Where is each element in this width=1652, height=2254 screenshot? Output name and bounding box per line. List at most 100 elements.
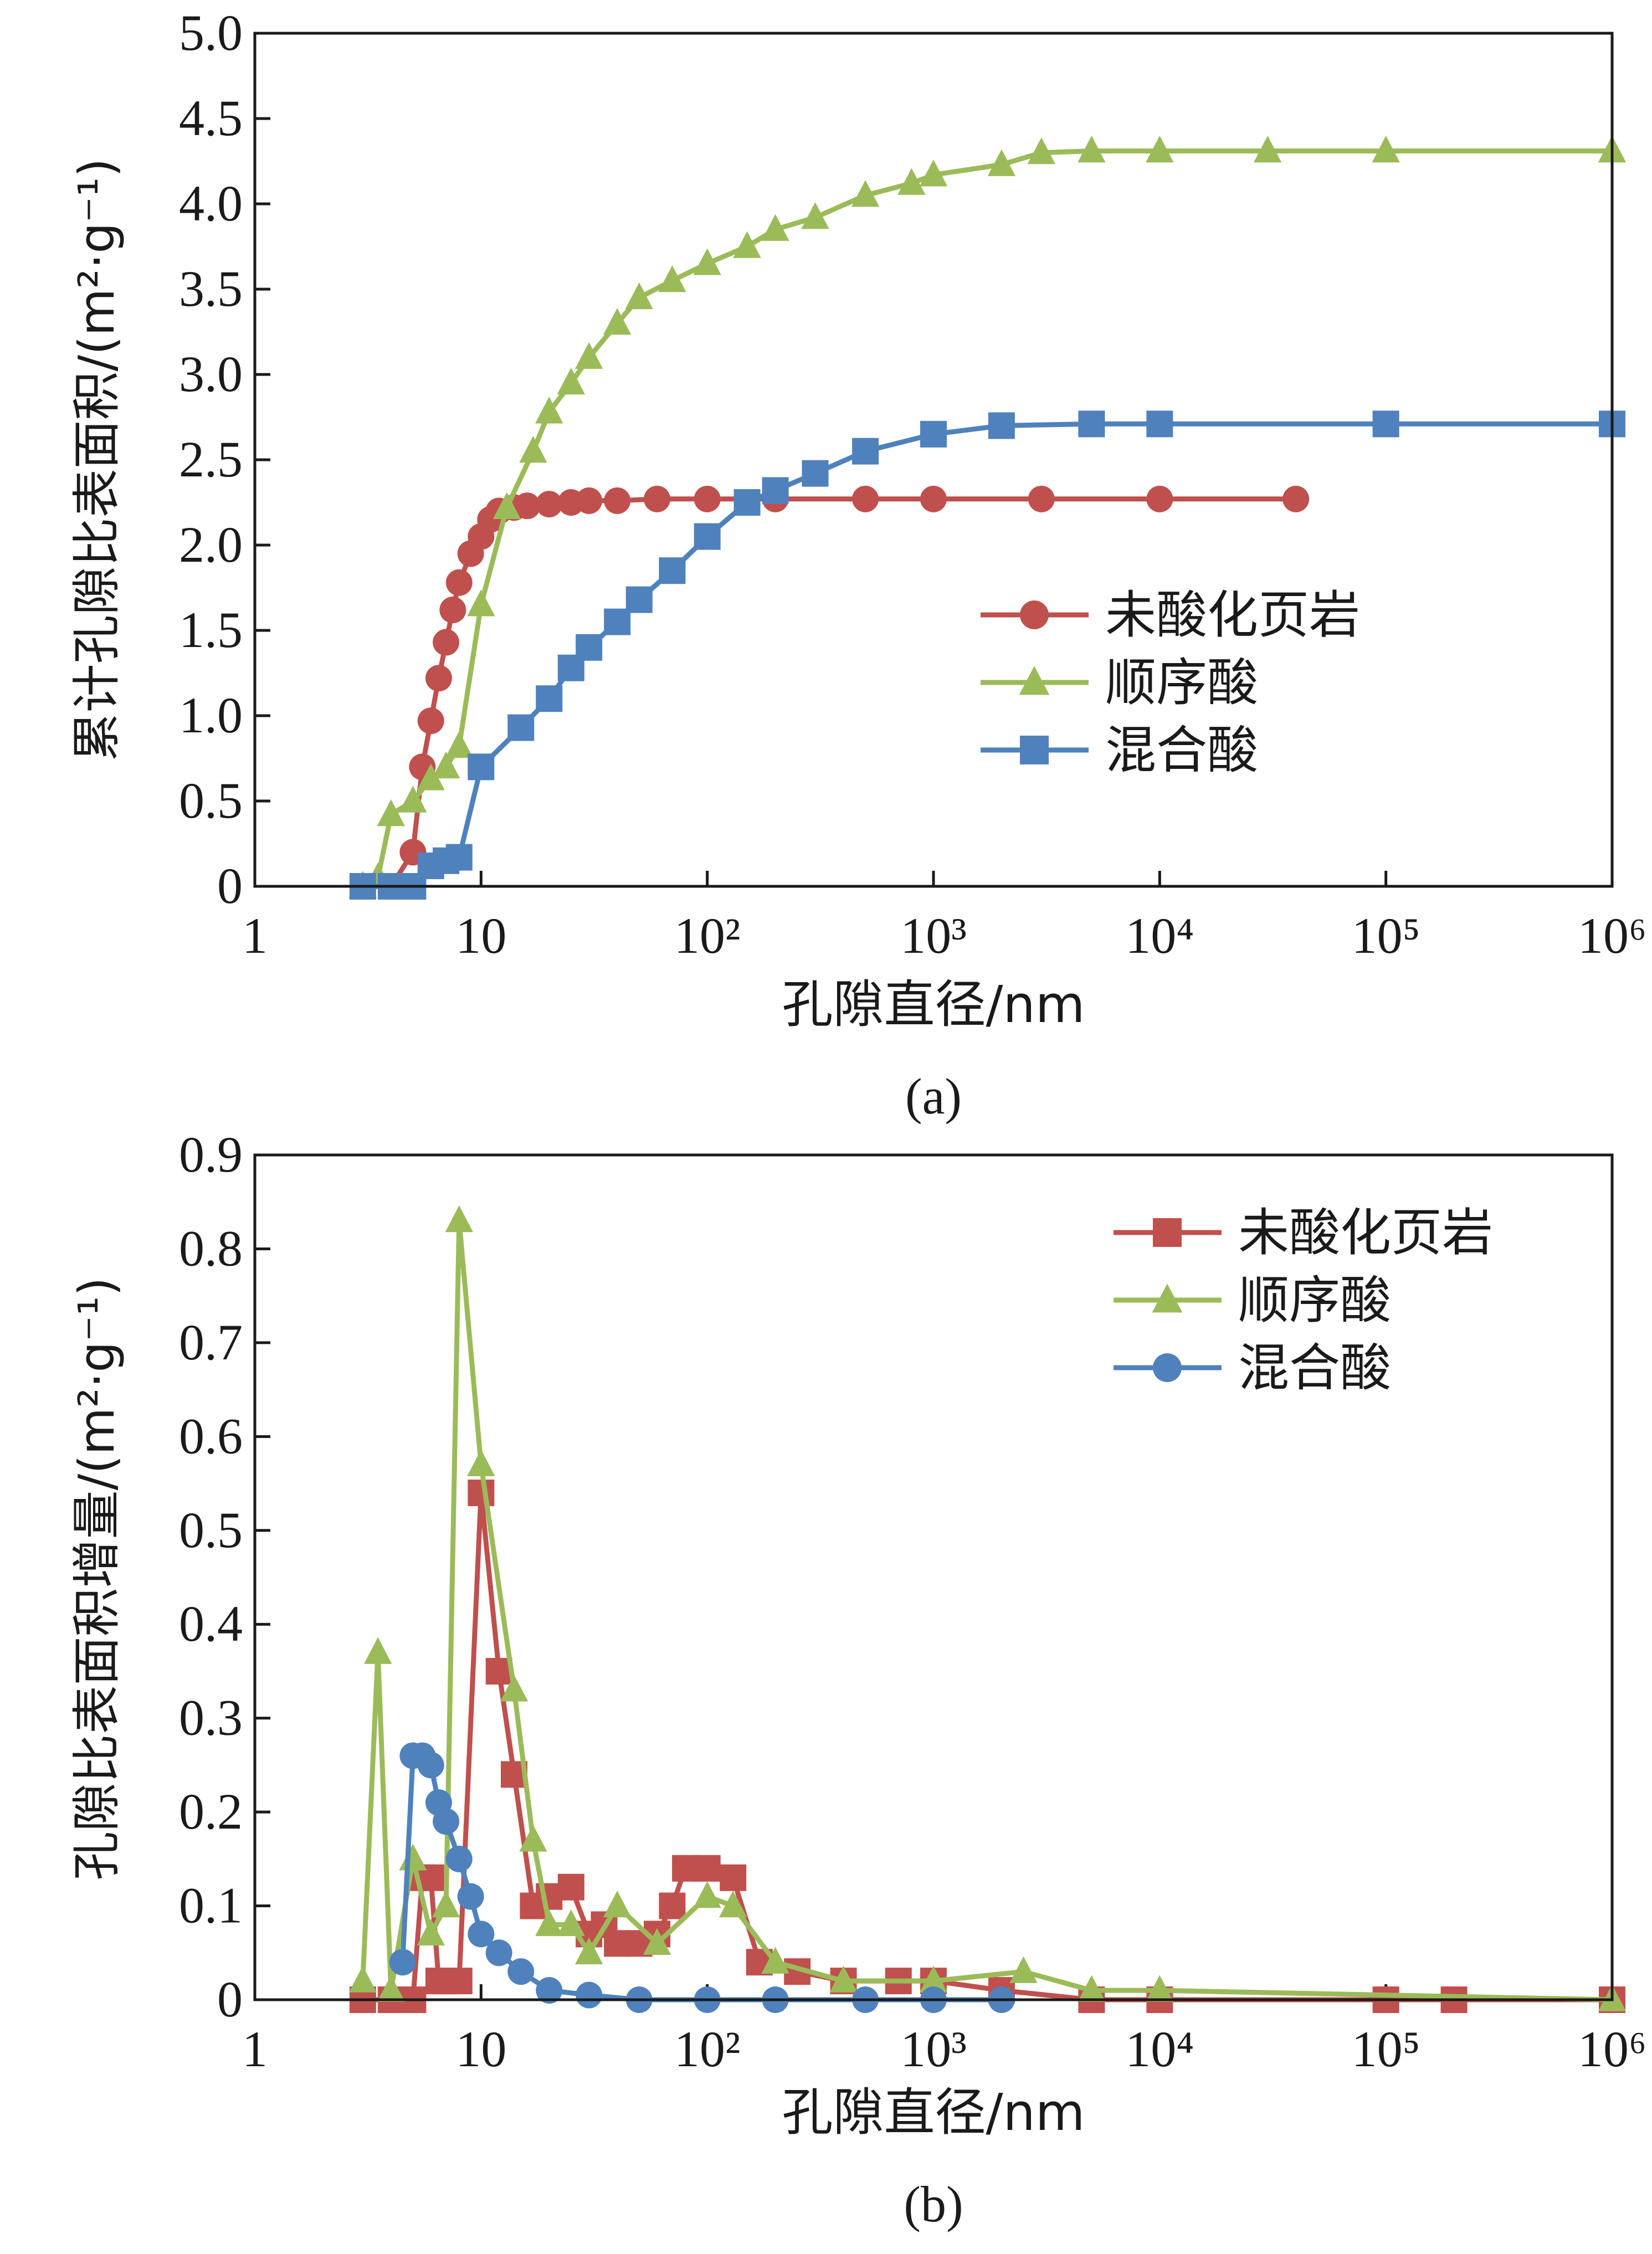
data-point (1282, 485, 1310, 512)
data-point (445, 1968, 473, 1995)
data-point (576, 634, 603, 661)
series-line (361, 148, 1612, 889)
data-point (457, 1883, 484, 1910)
legend-marker (1020, 736, 1049, 764)
data-point (1253, 135, 1282, 163)
data-point (1146, 135, 1174, 163)
data-point (851, 180, 880, 207)
legend-label: 未酸化页岩 (1238, 1203, 1493, 1262)
legend-label: 未酸化页岩 (1105, 586, 1360, 645)
data-point (719, 1890, 747, 1918)
y-tick-label: 0.5 (179, 1502, 243, 1558)
series-square (349, 410, 1625, 900)
data-point (802, 460, 829, 487)
data-point (507, 714, 535, 741)
series-triangle (348, 135, 1627, 898)
x-tick-label: 10⁴ (1125, 907, 1194, 964)
data-point (897, 168, 926, 195)
x-tick-label: 10 (455, 2021, 506, 2077)
data-point (492, 492, 521, 519)
x-tick-label: 10⁶ (1578, 2021, 1646, 2077)
data-point (604, 487, 631, 514)
data-point (445, 844, 473, 871)
data-point (500, 1675, 529, 1702)
panel-a-plot-frame (253, 32, 1614, 888)
x-tick-label: 10² (674, 907, 741, 964)
y-tick-label: 0.4 (179, 1595, 243, 1652)
data-point (425, 665, 452, 692)
y-tick-label: 3.5 (179, 260, 243, 317)
data-point (694, 1855, 721, 1882)
data-point (988, 412, 1015, 439)
data-point (467, 589, 495, 617)
data-point (1372, 135, 1400, 163)
panel-b: 1 10 10² 10³ 10⁴ 10⁵ 10⁶ 0 0.1 0.2 0.3 0.4 0.5 0.6 0.7… (68, 1126, 1646, 2232)
data-point (761, 214, 789, 241)
data-point (557, 1909, 586, 1937)
data-point (762, 477, 789, 504)
panel-a-tick-labels: 1 10 10² 10³ 10⁴ 10⁵ 10⁶ 0 0.5 1.0 1.5 2.0 2.5 3.0 3.5… (179, 4, 1646, 964)
panel-a-ticks (253, 117, 1614, 886)
data-point (557, 1873, 584, 1901)
legend-marker (1153, 1353, 1182, 1382)
legend-label: 混合酸 (1105, 721, 1258, 780)
data-point (536, 685, 563, 712)
data-point (625, 586, 653, 613)
data-point (535, 397, 563, 424)
data-point (468, 1480, 495, 1506)
data-point (417, 707, 444, 735)
data-point (468, 753, 495, 781)
x-tick-label: 1 (242, 907, 268, 964)
data-point (693, 248, 721, 275)
legend-item: 混合酸 (1114, 1338, 1391, 1398)
data-point (919, 160, 948, 187)
series-line (360, 1218, 1613, 2003)
y-tick-label: 2.0 (179, 516, 243, 573)
data-point (733, 489, 761, 516)
y-tick-label: 4.5 (179, 90, 243, 146)
y-tick-label: 0.9 (179, 1126, 243, 1183)
data-point (485, 1939, 512, 1967)
x-tick-label: 10⁶ (1578, 907, 1646, 964)
data-point (576, 487, 603, 514)
legend-item: 未酸化页岩 (1114, 1203, 1493, 1262)
x-tick-label: 10⁵ (1352, 2021, 1420, 2077)
data-point (761, 1947, 789, 1974)
data-point (445, 731, 473, 758)
x-tick-label: 10³ (900, 2021, 967, 2077)
legend-marker (1153, 1218, 1182, 1247)
y-tick-label: 4.0 (179, 175, 243, 232)
data-point (389, 1949, 416, 1976)
series-triangle (348, 1205, 1627, 2011)
legend-marker (1152, 1283, 1183, 1313)
data-point (1146, 1975, 1174, 2002)
panel-a: 1 10 10² 10³ 10⁴ 10⁵ 10⁶ 0 0.5 1.0 1.5 2.0 2.5 3.0 3.5… (68, 4, 1646, 1125)
data-point (604, 608, 631, 635)
y-tick-label: 0.1 (179, 1877, 243, 1934)
x-tick-label: 1 (242, 2021, 268, 2077)
data-point (920, 485, 947, 512)
data-point (852, 485, 879, 512)
legend-label: 混合酸 (1238, 1338, 1391, 1398)
data-point (445, 1205, 473, 1233)
data-point (574, 1937, 603, 1964)
panel-b-tick-labels: 1 10 10² 10³ 10⁴ 10⁵ 10⁶ 0 0.1 0.2 0.3 0.4 0.5 0.6 0.7… (179, 1126, 1646, 2077)
legend-marker (1020, 600, 1049, 629)
legend-label: 顺序酸 (1238, 1271, 1391, 1330)
data-point (439, 597, 466, 624)
data-point (733, 231, 761, 258)
y-tick-label: 0.3 (179, 1690, 243, 1746)
y-tick-label: 3.0 (179, 346, 243, 402)
data-point (1078, 1975, 1106, 2002)
data-point (536, 1977, 563, 2004)
data-point (644, 485, 671, 512)
y-tick-label: 0.2 (179, 1783, 243, 1840)
data-point (852, 438, 879, 465)
data-point (625, 282, 653, 310)
legend-item: 顺序酸 (1114, 1271, 1391, 1330)
data-point (659, 1892, 686, 1919)
x-tick-label: 10⁵ (1352, 907, 1420, 964)
